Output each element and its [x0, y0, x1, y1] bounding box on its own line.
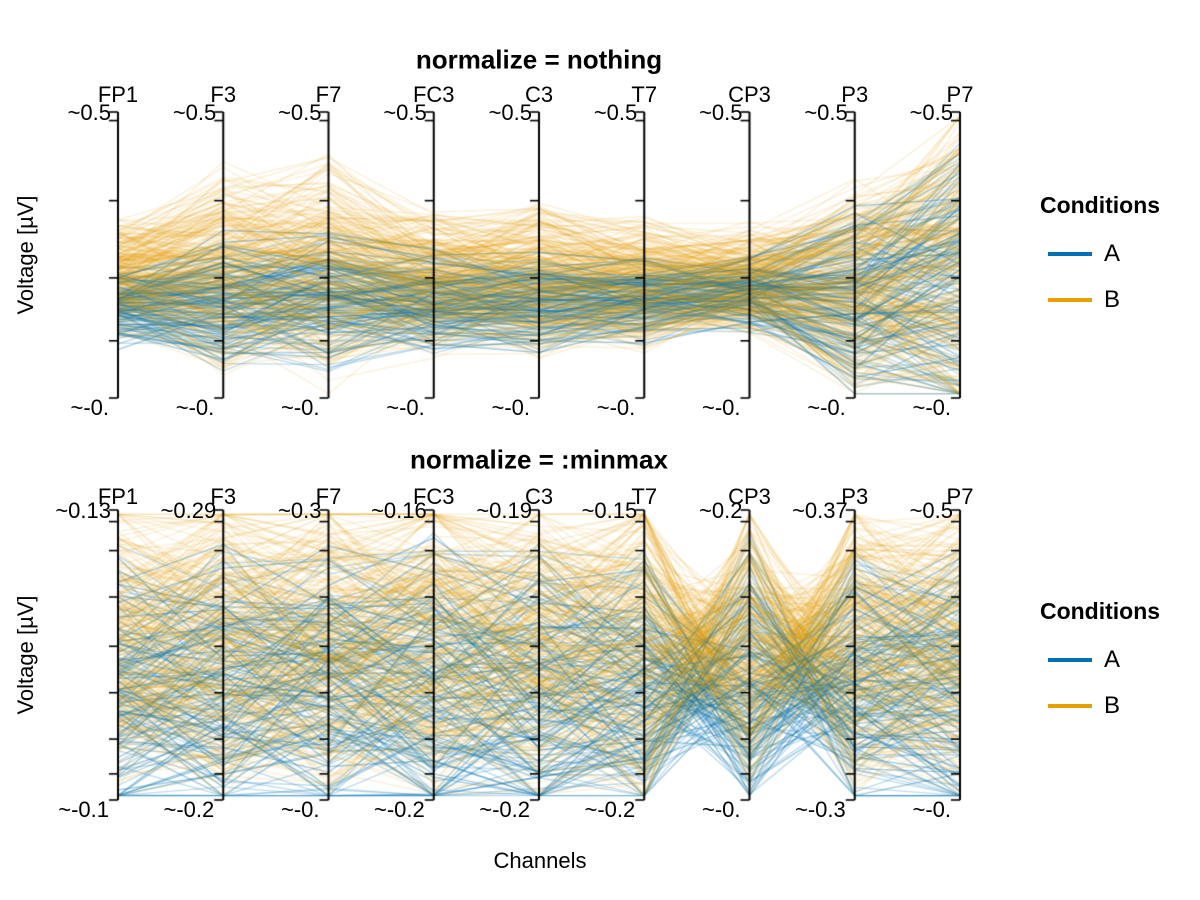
legend-item-b: B — [1048, 286, 1192, 313]
axis-top-tick-label: ~0.5 — [383, 100, 427, 125]
channel-label: C3 — [524, 82, 554, 107]
axis-bottom-tick-label: ~-0.1 — [58, 797, 109, 822]
axis-bottom-tick-label: ~-0. — [386, 395, 425, 420]
axis-top-tick-label: ~0.5 — [488, 100, 532, 125]
channel-label: CP3 — [728, 484, 771, 509]
legend-item-a-label: A — [1104, 646, 1121, 673]
channel-label: F7 — [315, 82, 342, 107]
panel2-y-axis-label: Voltage [µV] — [13, 595, 38, 715]
legend-item-b: B — [1048, 692, 1192, 719]
legend-item-a: A — [1048, 646, 1192, 673]
axis-top-tick-label: ~0.15 — [581, 498, 638, 523]
axis-bottom-tick-label: ~-0.2 — [163, 797, 215, 822]
channel-label: P3 — [841, 484, 869, 509]
condition-b-line-swatch — [1048, 298, 1092, 302]
axis-top-tick-label: ~0.29 — [160, 498, 217, 523]
panel1-title: normalize = nothing — [415, 44, 663, 75]
axis-top-tick-label: ~0.5 — [699, 100, 743, 125]
legend-item-a: A — [1048, 240, 1192, 267]
axis-bottom-tick-label: ~-0.3 — [794, 797, 846, 822]
channel-label: P7 — [946, 484, 974, 509]
channel-label: FC3 — [412, 82, 455, 107]
channel-label: FP1 — [97, 484, 139, 509]
channel-label: T7 — [631, 82, 658, 107]
axis-top-tick-label: ~0.5 — [67, 100, 111, 125]
axis-top-tick-label: ~0.3 — [278, 498, 322, 523]
axis-top-tick-label: ~0.5 — [909, 498, 953, 523]
axis-bottom-tick-label: ~-0. — [807, 395, 846, 420]
axis-top-tick-label: ~0.5 — [593, 100, 638, 125]
axis-bottom-tick-label: ~-0.2 — [479, 797, 530, 822]
x-axis-label: Channels — [493, 848, 587, 873]
legend-title: Conditions — [1039, 192, 1161, 218]
condition-b-line-swatch — [1048, 704, 1092, 708]
axis-bottom-tick-label: ~-0. — [596, 395, 636, 420]
axis-bottom-tick-label: ~-0. — [280, 395, 320, 420]
legend-item-b-label: B — [1104, 692, 1121, 719]
axis-bottom-tick-label: ~-0. — [912, 395, 951, 420]
panel2-title: normalize = :minmax — [410, 444, 668, 475]
channel-label: CP3 — [728, 82, 771, 107]
legend-conditions-top: Conditions A B — [1008, 192, 1192, 333]
channel-label: T7 — [631, 484, 658, 509]
legend-item-a-label: A — [1104, 240, 1121, 267]
channel-label: FP1 — [97, 82, 139, 107]
legend-title: Conditions — [1039, 598, 1161, 624]
axis-top-tick-label: ~0.5 — [172, 100, 217, 125]
axis-bottom-tick-label: ~-0. — [701, 395, 741, 420]
axis-top-tick-label: ~0.5 — [909, 100, 953, 125]
channel-label: F7 — [315, 484, 342, 509]
channel-label: F3 — [210, 82, 237, 107]
condition-a-line-swatch — [1048, 658, 1092, 662]
legend-conditions-bottom: Conditions A B — [1008, 598, 1192, 739]
axis-top-tick-label: ~0.19 — [476, 498, 532, 523]
legend-item-b-label: B — [1104, 286, 1121, 313]
axis-bottom-tick-label: ~-0. — [912, 797, 951, 822]
axis-top-tick-label: ~0.2 — [699, 498, 743, 523]
channel-label: P3 — [841, 82, 869, 107]
axis-bottom-tick-label: ~-0.2 — [584, 797, 636, 822]
channel-label: FC3 — [412, 484, 455, 509]
axis-bottom-tick-label: ~-0. — [70, 395, 109, 420]
axis-bottom-tick-label: ~-0.2 — [373, 797, 425, 822]
axis-bottom-tick-label: ~-0. — [491, 395, 530, 420]
axis-bottom-tick-label: ~-0. — [280, 797, 320, 822]
axis-top-tick-label: ~0.5 — [278, 100, 322, 125]
channel-label: F3 — [210, 484, 237, 509]
axis-bottom-tick-label: ~-0. — [175, 395, 215, 420]
channel-label: C3 — [524, 484, 554, 509]
channel-label: P7 — [946, 82, 974, 107]
condition-a-line-swatch — [1048, 252, 1092, 256]
panel1-y-axis-label: Voltage [µV] — [13, 195, 38, 315]
axis-top-tick-label: ~0.5 — [804, 100, 848, 125]
axis-top-tick-label: ~0.16 — [371, 498, 427, 523]
axis-top-tick-label: ~0.37 — [792, 498, 848, 523]
axis-top-tick-label: ~0.13 — [55, 498, 111, 523]
axis-bottom-tick-label: ~-0. — [701, 797, 741, 822]
